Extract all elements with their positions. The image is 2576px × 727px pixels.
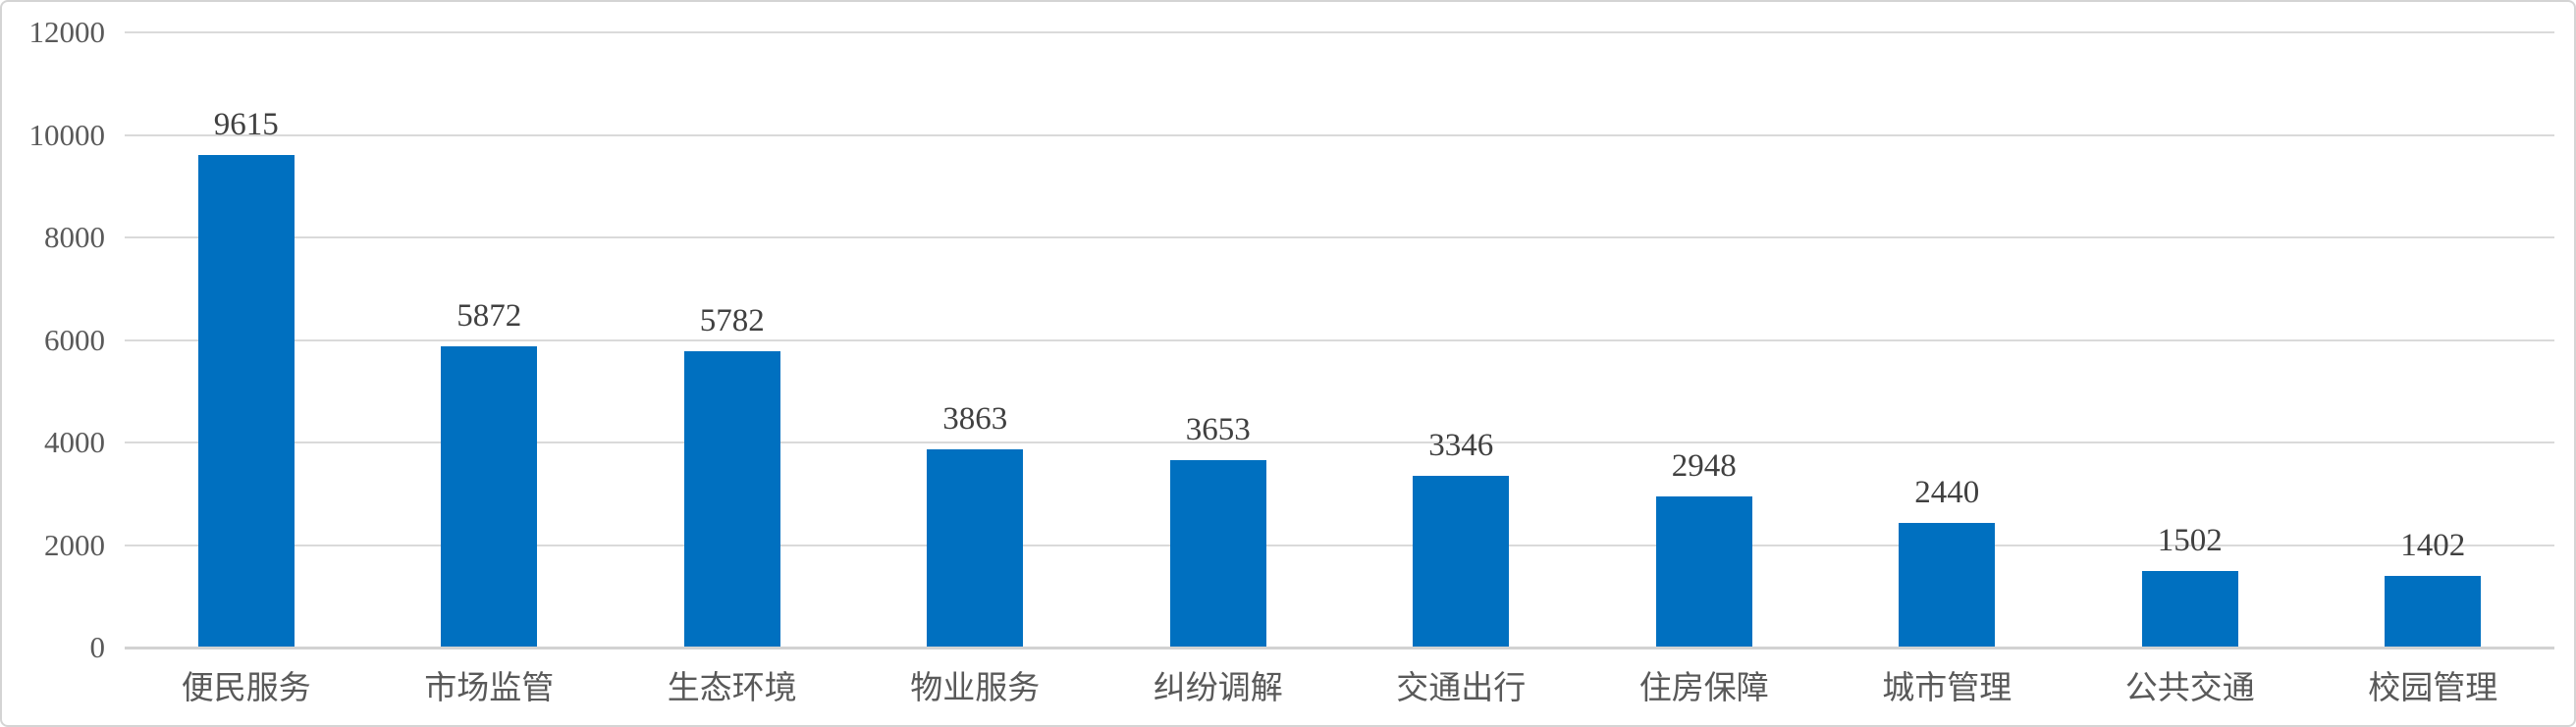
x-category-label: 物业服务 [910,671,1041,706]
plot-area: 9615 5872 5782 3863 3653 3346 2948 2440 1502 1402 [125,31,2554,649]
bar-value-label: 3653 [1185,412,1251,448]
bar-slot: 1402 [2312,32,2555,648]
bar-slot: 5782 [611,32,854,648]
bar [2141,570,2238,648]
bar [1413,476,1510,648]
gridline [125,441,2554,443]
bar-slot: 2440 [1826,32,2069,648]
bar-value-label: 5872 [456,298,522,335]
bar [2385,575,2482,648]
x-axis-labels: 便民服务 市场监管 生态环境 物业服务 纠纷调解 交通出行 住房保障 城市管理 公共交通 校园管理 [125,661,2554,708]
x-axis-line [125,647,2554,649]
bar-value-label: 5782 [699,302,765,338]
bar-value-label: 9615 [213,106,279,142]
x-category-label: 校园管理 [2368,671,2498,706]
bar-slots: 9615 5872 5782 3863 3653 3346 2948 2440 1502 1402 [125,32,2554,648]
bar-value-label: 3863 [942,401,1008,438]
y-tick-label: 10000 [28,117,106,152]
x-category-label: 住房保障 [1638,671,1769,706]
y-tick-label: 0 [89,630,106,664]
x-category-label: 市场监管 [424,671,555,706]
y-tick-label: 6000 [44,322,105,357]
gridline [125,544,2554,546]
bar-slot: 3863 [854,32,1098,648]
bar [1655,495,1752,648]
bar-value-label: 2440 [1914,474,1980,510]
bar-value-label: 1502 [2157,522,2223,558]
bar [683,350,780,648]
bar-value-label: 2948 [1671,447,1737,484]
x-category-label: 交通出行 [1396,671,1527,706]
y-axis: 0 2000 4000 6000 8000 10000 12000 [2,15,106,664]
x-category-label: 便民服务 [181,671,311,706]
y-tick-label: 4000 [44,425,105,459]
gridline [125,31,2554,33]
bar-slot: 3346 [1340,32,1583,648]
gridline [125,338,2554,341]
bar [1899,522,1996,648]
bar-value-label: 1402 [2400,527,2466,563]
bar-slot: 9615 [125,32,368,648]
bar-slot: 2948 [1583,32,1826,648]
x-category-label: 公共交通 [2124,671,2255,706]
bar [197,154,295,648]
gridline [125,133,2554,136]
bar [1169,460,1266,648]
x-category-label: 城市管理 [1882,671,2012,706]
bar-slot: 5872 [368,32,612,648]
gridline [125,236,2554,238]
bar-value-label: 3346 [1428,428,1494,464]
bar-slot: 3653 [1097,32,1340,648]
y-tick-label: 8000 [44,220,105,254]
bar-slot: 1502 [2068,32,2312,648]
x-category-label: 纠纷调解 [1153,671,1283,706]
x-category-label: 生态环境 [667,671,797,706]
y-tick-label: 12000 [28,15,106,49]
bar [441,346,538,648]
bar [927,449,1024,648]
y-tick-label: 2000 [44,527,105,562]
